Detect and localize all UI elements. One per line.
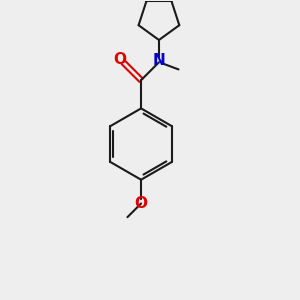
Text: O: O	[114, 52, 127, 68]
Text: O: O	[135, 196, 148, 211]
Text: N: N	[153, 53, 165, 68]
